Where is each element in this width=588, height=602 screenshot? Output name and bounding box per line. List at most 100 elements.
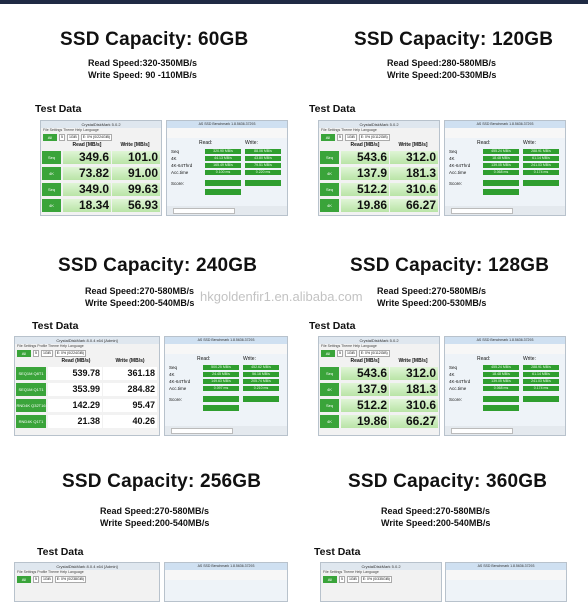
write-value: 0.174 ms <box>523 170 559 175</box>
count-select[interactable]: 5 <box>337 349 343 357</box>
score-write <box>523 396 559 402</box>
card-256gb-title: SSD Capacity: 256GB <box>62 471 262 492</box>
read-value: 24.45 MB/s <box>203 372 239 377</box>
write-value: 61.14 MB/s <box>523 372 559 377</box>
size-select[interactable]: 1GiB <box>66 133 79 141</box>
test-button[interactable]: Seq <box>320 183 339 196</box>
size-select[interactable]: 1GiB <box>40 349 53 357</box>
progress-bar <box>173 208 235 214</box>
drive-select[interactable]: E: 0% (0/238GiB) <box>54 575 86 583</box>
toolbar[interactable] <box>167 128 287 138</box>
window-title: AS SSD Benchmark 1.8.5636.37293 <box>446 563 566 570</box>
result-row: 4K 19.86 66.27 <box>319 414 439 429</box>
card-256gb-test-label: Test Data <box>37 546 84 558</box>
status-bar <box>167 206 287 215</box>
read-header: Read: <box>477 356 491 362</box>
write-header: Write: <box>523 140 536 146</box>
progress-bar <box>171 428 233 434</box>
test-name: Acc.time <box>171 170 189 175</box>
drive-select[interactable]: E: 0% (0/224GiB) <box>54 349 86 357</box>
toolbar[interactable] <box>165 570 287 580</box>
count-select[interactable]: 5 <box>33 575 39 583</box>
write-value: 312.0 <box>390 151 438 164</box>
toolbar[interactable] <box>165 344 287 354</box>
all-button[interactable]: All <box>323 575 337 583</box>
test-button[interactable]: 4K <box>320 199 339 212</box>
drive-select[interactable]: E: 0% (0/112GiB) <box>358 133 390 141</box>
write-value: 43.80 MB/s <box>245 156 281 161</box>
toolbar[interactable] <box>445 344 565 354</box>
write-value: 66.27 <box>390 415 438 428</box>
count-select[interactable]: 5 <box>337 133 343 141</box>
read-value: 512.2 <box>341 399 389 412</box>
result-row: Seq 455.24 MB/s 288.91 MB/s <box>445 148 565 155</box>
test-name: Acc.time <box>449 386 467 391</box>
watermark: hkgoldenfir1.en.alibaba.com <box>200 289 363 304</box>
test-button[interactable]: Seq <box>320 151 339 164</box>
test-button[interactable]: Seq <box>42 183 61 196</box>
all-button[interactable]: All <box>17 349 31 357</box>
test-button[interactable]: Seq <box>320 367 339 380</box>
test-button[interactable]: 4K <box>42 167 61 180</box>
all-button[interactable]: All <box>43 133 57 141</box>
status-bar <box>445 426 565 435</box>
size-select[interactable]: 1GiB <box>344 133 357 141</box>
read-value: 18.34 <box>63 199 111 212</box>
drive-select[interactable]: E: 0% (0/335GiB) <box>360 575 392 583</box>
test-button[interactable]: SEQ1M Q1T1 <box>16 383 46 396</box>
result-row: Acc.time 0.100 ms 0.220 ms <box>167 169 287 176</box>
test-button[interactable]: 4K <box>320 415 339 428</box>
menu-bar[interactable]: File Settings Theme Help Language <box>43 128 99 132</box>
write-value: 61.14 MB/s <box>523 156 559 161</box>
card-360gb-title: SSD Capacity: 360GB <box>348 471 548 492</box>
test-button[interactable]: SEQ1M Q8T1 <box>16 367 46 380</box>
test-name: Acc.time <box>169 386 187 391</box>
status-bar <box>165 426 287 435</box>
test-button[interactable]: 4K <box>320 167 339 180</box>
write-value: 288.91 MB/s <box>523 365 559 370</box>
window-title: AS SSD Benchmark 1.8.5636.37293 <box>445 121 565 128</box>
all-button[interactable]: All <box>321 133 335 141</box>
test-button[interactable]: 4K <box>42 199 61 212</box>
menu-bar[interactable]: File Settings Profile Theme Help Languag… <box>17 344 84 348</box>
drive-select[interactable]: E: 0% (0/112GiB) <box>358 349 390 357</box>
toolbar[interactable] <box>446 570 566 580</box>
all-button[interactable]: All <box>321 349 335 357</box>
write-value: 0.174 ms <box>523 386 559 391</box>
size-select[interactable]: 1GiB <box>346 575 359 583</box>
crystaldiskmark-window: CrystalDiskMark 5.0.2 File Settings Them… <box>40 120 162 216</box>
test-button[interactable]: RND4K Q32T16 <box>16 399 46 412</box>
test-button[interactable]: RND4K Q1T1 <box>16 415 46 428</box>
read-value: 455.24 MB/s <box>483 149 519 154</box>
menu-bar[interactable]: File Settings Profile Theme Help Languag… <box>17 570 84 574</box>
all-button[interactable]: All <box>17 575 31 583</box>
status-bar <box>445 206 565 215</box>
count-select[interactable]: 5 <box>33 349 39 357</box>
size-select[interactable]: 1GiB <box>344 349 357 357</box>
score-write <box>523 180 559 186</box>
menu-bar[interactable]: File Settings Theme Help Language <box>323 570 379 574</box>
result-row: Seq 500.25 MB/s 452.62 MB/s <box>165 364 287 371</box>
read-value: 320.90 MB/s <box>205 149 241 154</box>
count-select[interactable]: 5 <box>339 575 345 583</box>
count-select[interactable]: 5 <box>59 133 65 141</box>
score-label: Score: <box>171 180 185 186</box>
drive-select[interactable]: E: 0% (0/224GiB) <box>80 133 112 141</box>
test-name: Acc.time <box>449 170 467 175</box>
test-name: Seq <box>171 149 180 154</box>
test-name: 4K-64Thrd <box>169 379 191 384</box>
test-button[interactable]: Seq <box>320 399 339 412</box>
card-120gb-title: SSD Capacity: 120GB <box>354 29 554 50</box>
write-value: 205.74 MB/s <box>243 379 279 384</box>
menu-bar[interactable]: File Settings Theme Help Language <box>321 344 377 348</box>
write-value: 101.0 <box>112 151 160 164</box>
test-button[interactable]: Seq <box>42 151 61 164</box>
menu-bar[interactable]: File Settings Theme Help Language <box>321 128 377 132</box>
result-row: 4K 18.48 MB/s 61.14 MB/s <box>445 155 565 162</box>
score-label: Score: <box>449 180 463 186</box>
toolbar[interactable] <box>445 128 565 138</box>
test-button[interactable]: 4K <box>320 383 339 396</box>
size-select[interactable]: 1GiB <box>40 575 53 583</box>
write-header: Write: <box>523 356 536 362</box>
result-row: RND4K Q1T1 21.38 40.26 <box>15 414 159 429</box>
